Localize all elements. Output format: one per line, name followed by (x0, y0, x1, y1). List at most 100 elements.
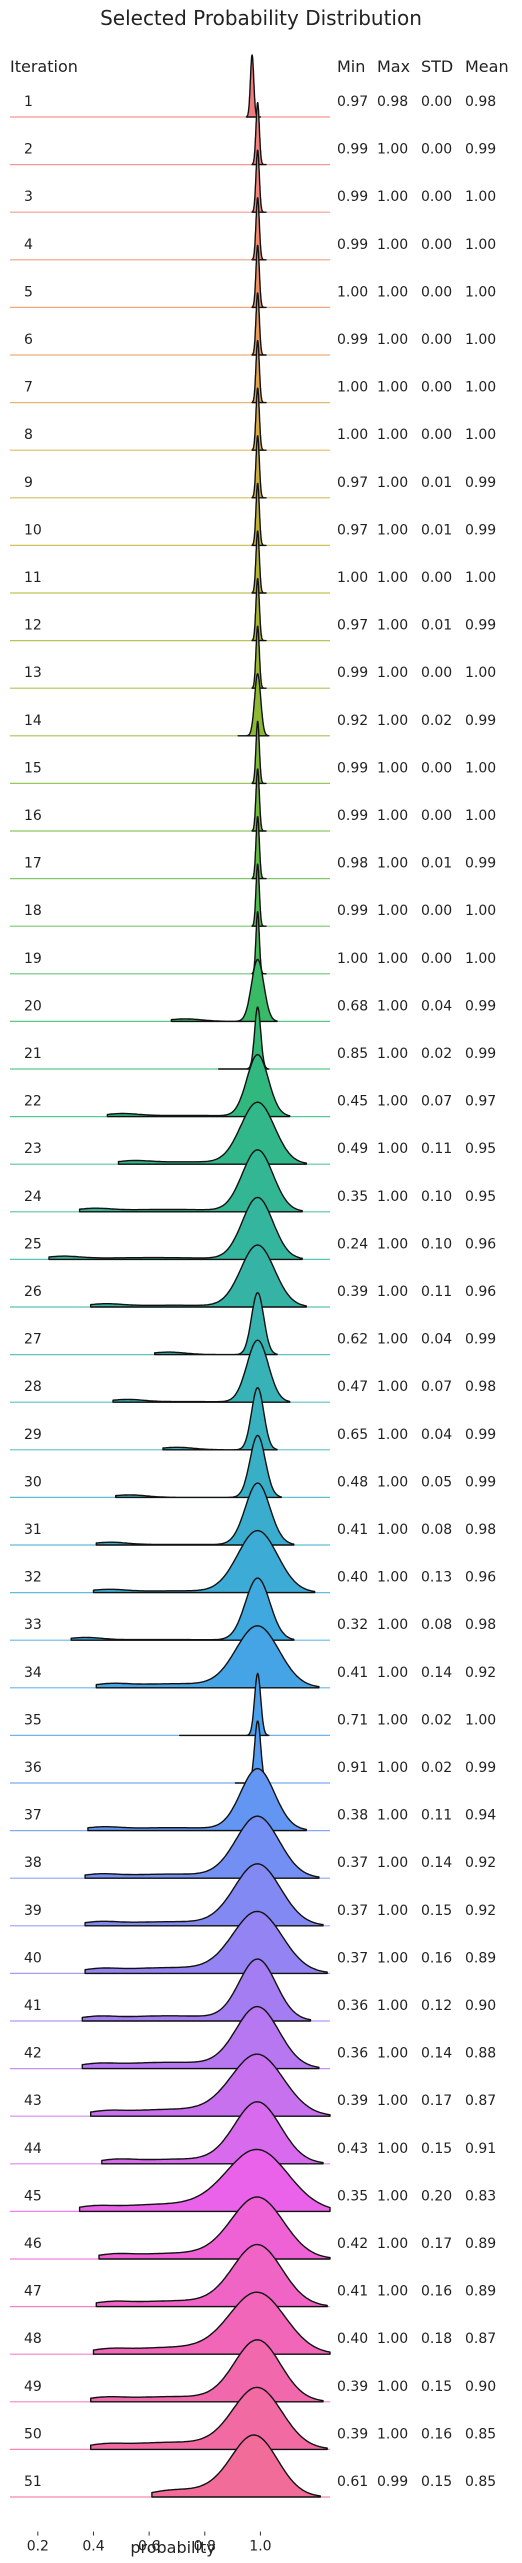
iteration-label: 32 (24, 1570, 42, 1586)
max-value: 1.00 (377, 1522, 408, 1538)
min-value: 0.97 (337, 522, 368, 538)
min-value: 0.41 (337, 2284, 368, 2300)
std-value: 0.10 (421, 1189, 452, 1205)
max-value: 1.00 (377, 808, 408, 824)
ridge-density (95, 1482, 295, 1546)
min-value: 1.00 (337, 427, 368, 443)
ridge-density (90, 1244, 307, 1308)
mean-value: 1.00 (465, 380, 496, 396)
ridge-density (154, 1291, 278, 1356)
mean-value: 0.99 (465, 1760, 496, 1776)
ridge-density (81, 1958, 312, 2022)
mean-value: 0.99 (465, 998, 496, 1014)
ridge-density (84, 1815, 320, 1879)
mean-value: 0.96 (465, 1284, 496, 1300)
min-value: 0.97 (337, 475, 368, 491)
ridge-row: 17 0.98 1.00 0.01 0.99 (10, 815, 496, 880)
iteration-label: 49 (24, 2379, 42, 2395)
iteration-label: 34 (24, 1665, 42, 1681)
mean-value: 0.95 (465, 1141, 496, 1157)
ridge-row: 16 0.99 1.00 0.00 1.00 (10, 768, 496, 832)
iteration-label: 16 (24, 808, 42, 824)
std-value: 0.00 (421, 903, 452, 919)
header-mean: Mean (465, 57, 509, 76)
ridge-row: 26 0.39 1.00 0.11 0.96 (10, 1244, 496, 1308)
min-value: 0.37 (337, 1950, 368, 1966)
iteration-label: 18 (24, 903, 42, 919)
max-value: 1.00 (377, 1570, 408, 1586)
iteration-label: 47 (24, 2284, 42, 2300)
ridge-row: 4 0.99 1.00 0.00 1.00 (10, 197, 496, 261)
ridge-density (117, 1101, 307, 1165)
iteration-label: 25 (24, 1236, 42, 1252)
ridge-density (251, 435, 267, 499)
max-value: 1.00 (377, 1855, 408, 1871)
std-value: 0.07 (421, 1379, 452, 1395)
ridge-row: 38 0.37 1.00 0.14 0.92 (10, 1815, 496, 1879)
iteration-label: 2 (24, 142, 33, 158)
ridge-density (251, 387, 267, 451)
std-value: 0.04 (421, 998, 452, 1014)
max-value: 1.00 (377, 2426, 408, 2442)
ridge-row: 29 0.65 1.00 0.04 0.99 (10, 1387, 496, 1451)
iteration-label: 29 (24, 1427, 42, 1443)
max-value: 1.00 (377, 2188, 408, 2204)
iteration-label: 33 (24, 1617, 42, 1633)
max-value: 1.00 (377, 2331, 408, 2347)
std-value: 0.10 (421, 1236, 452, 1252)
mean-value: 0.89 (465, 2284, 496, 2300)
min-value: 0.39 (337, 2379, 368, 2395)
iteration-label: 3 (24, 189, 33, 205)
std-value: 0.15 (421, 1903, 452, 1919)
std-value: 0.04 (421, 1332, 452, 1348)
min-value: 0.99 (337, 332, 368, 348)
max-value: 1.00 (377, 618, 408, 634)
mean-value: 0.99 (465, 1046, 496, 1062)
iteration-label: 44 (24, 2141, 42, 2157)
mean-value: 1.00 (465, 1712, 496, 1728)
mean-value: 0.92 (465, 1665, 496, 1681)
ridge-row: 28 0.47 1.00 0.07 0.98 (10, 1339, 496, 1403)
ridge-density (106, 1053, 291, 1118)
std-value: 0.16 (421, 1950, 452, 1966)
ridge-row: 27 0.62 1.00 0.04 0.99 (10, 1291, 496, 1356)
iteration-label: 42 (24, 2046, 42, 2062)
iteration-label: 40 (24, 1950, 42, 1966)
iteration-label: 51 (24, 2474, 42, 2490)
min-value: 0.32 (337, 1617, 368, 1633)
ridge-row: 3 0.99 1.00 0.00 1.00 (10, 149, 496, 213)
max-value: 1.00 (377, 1950, 408, 1966)
ridge-density (48, 1196, 303, 1261)
mean-value: 0.99 (465, 618, 496, 634)
max-value: 1.00 (377, 332, 408, 348)
max-value: 1.00 (377, 1427, 408, 1443)
std-value: 0.15 (421, 2379, 452, 2395)
mean-value: 1.00 (465, 332, 496, 348)
mean-value: 0.87 (465, 2093, 496, 2109)
std-value: 0.00 (421, 142, 452, 158)
max-value: 1.00 (377, 427, 408, 443)
std-value: 0.00 (421, 237, 452, 253)
ridge-row: 14 0.92 1.00 0.02 0.99 (10, 673, 496, 737)
max-value: 1.00 (377, 1808, 408, 1824)
max-value: 1.00 (377, 2379, 408, 2395)
iteration-label: 7 (24, 380, 33, 396)
std-value: 0.07 (421, 1094, 452, 1110)
mean-value: 0.91 (465, 2141, 496, 2157)
max-value: 1.00 (377, 1189, 408, 1205)
max-value: 1.00 (377, 284, 408, 300)
ridge-density (251, 197, 267, 261)
std-value: 0.20 (421, 2188, 452, 2204)
std-value: 0.17 (421, 2236, 452, 2252)
ridge-density (251, 577, 267, 642)
ridge-row: 24 0.35 1.00 0.10 0.95 (10, 1149, 496, 1213)
ridge-density (92, 2291, 331, 2355)
ridge-row: 18 0.99 1.00 0.00 1.00 (10, 863, 496, 927)
std-value: 0.15 (421, 2141, 452, 2157)
ridge-row: 34 0.41 1.00 0.14 0.92 (10, 1625, 496, 1689)
std-value: 0.11 (421, 1808, 452, 1824)
iteration-label: 27 (24, 1332, 42, 1348)
std-value: 0.17 (421, 2093, 452, 2109)
ridge-density (251, 720, 267, 785)
